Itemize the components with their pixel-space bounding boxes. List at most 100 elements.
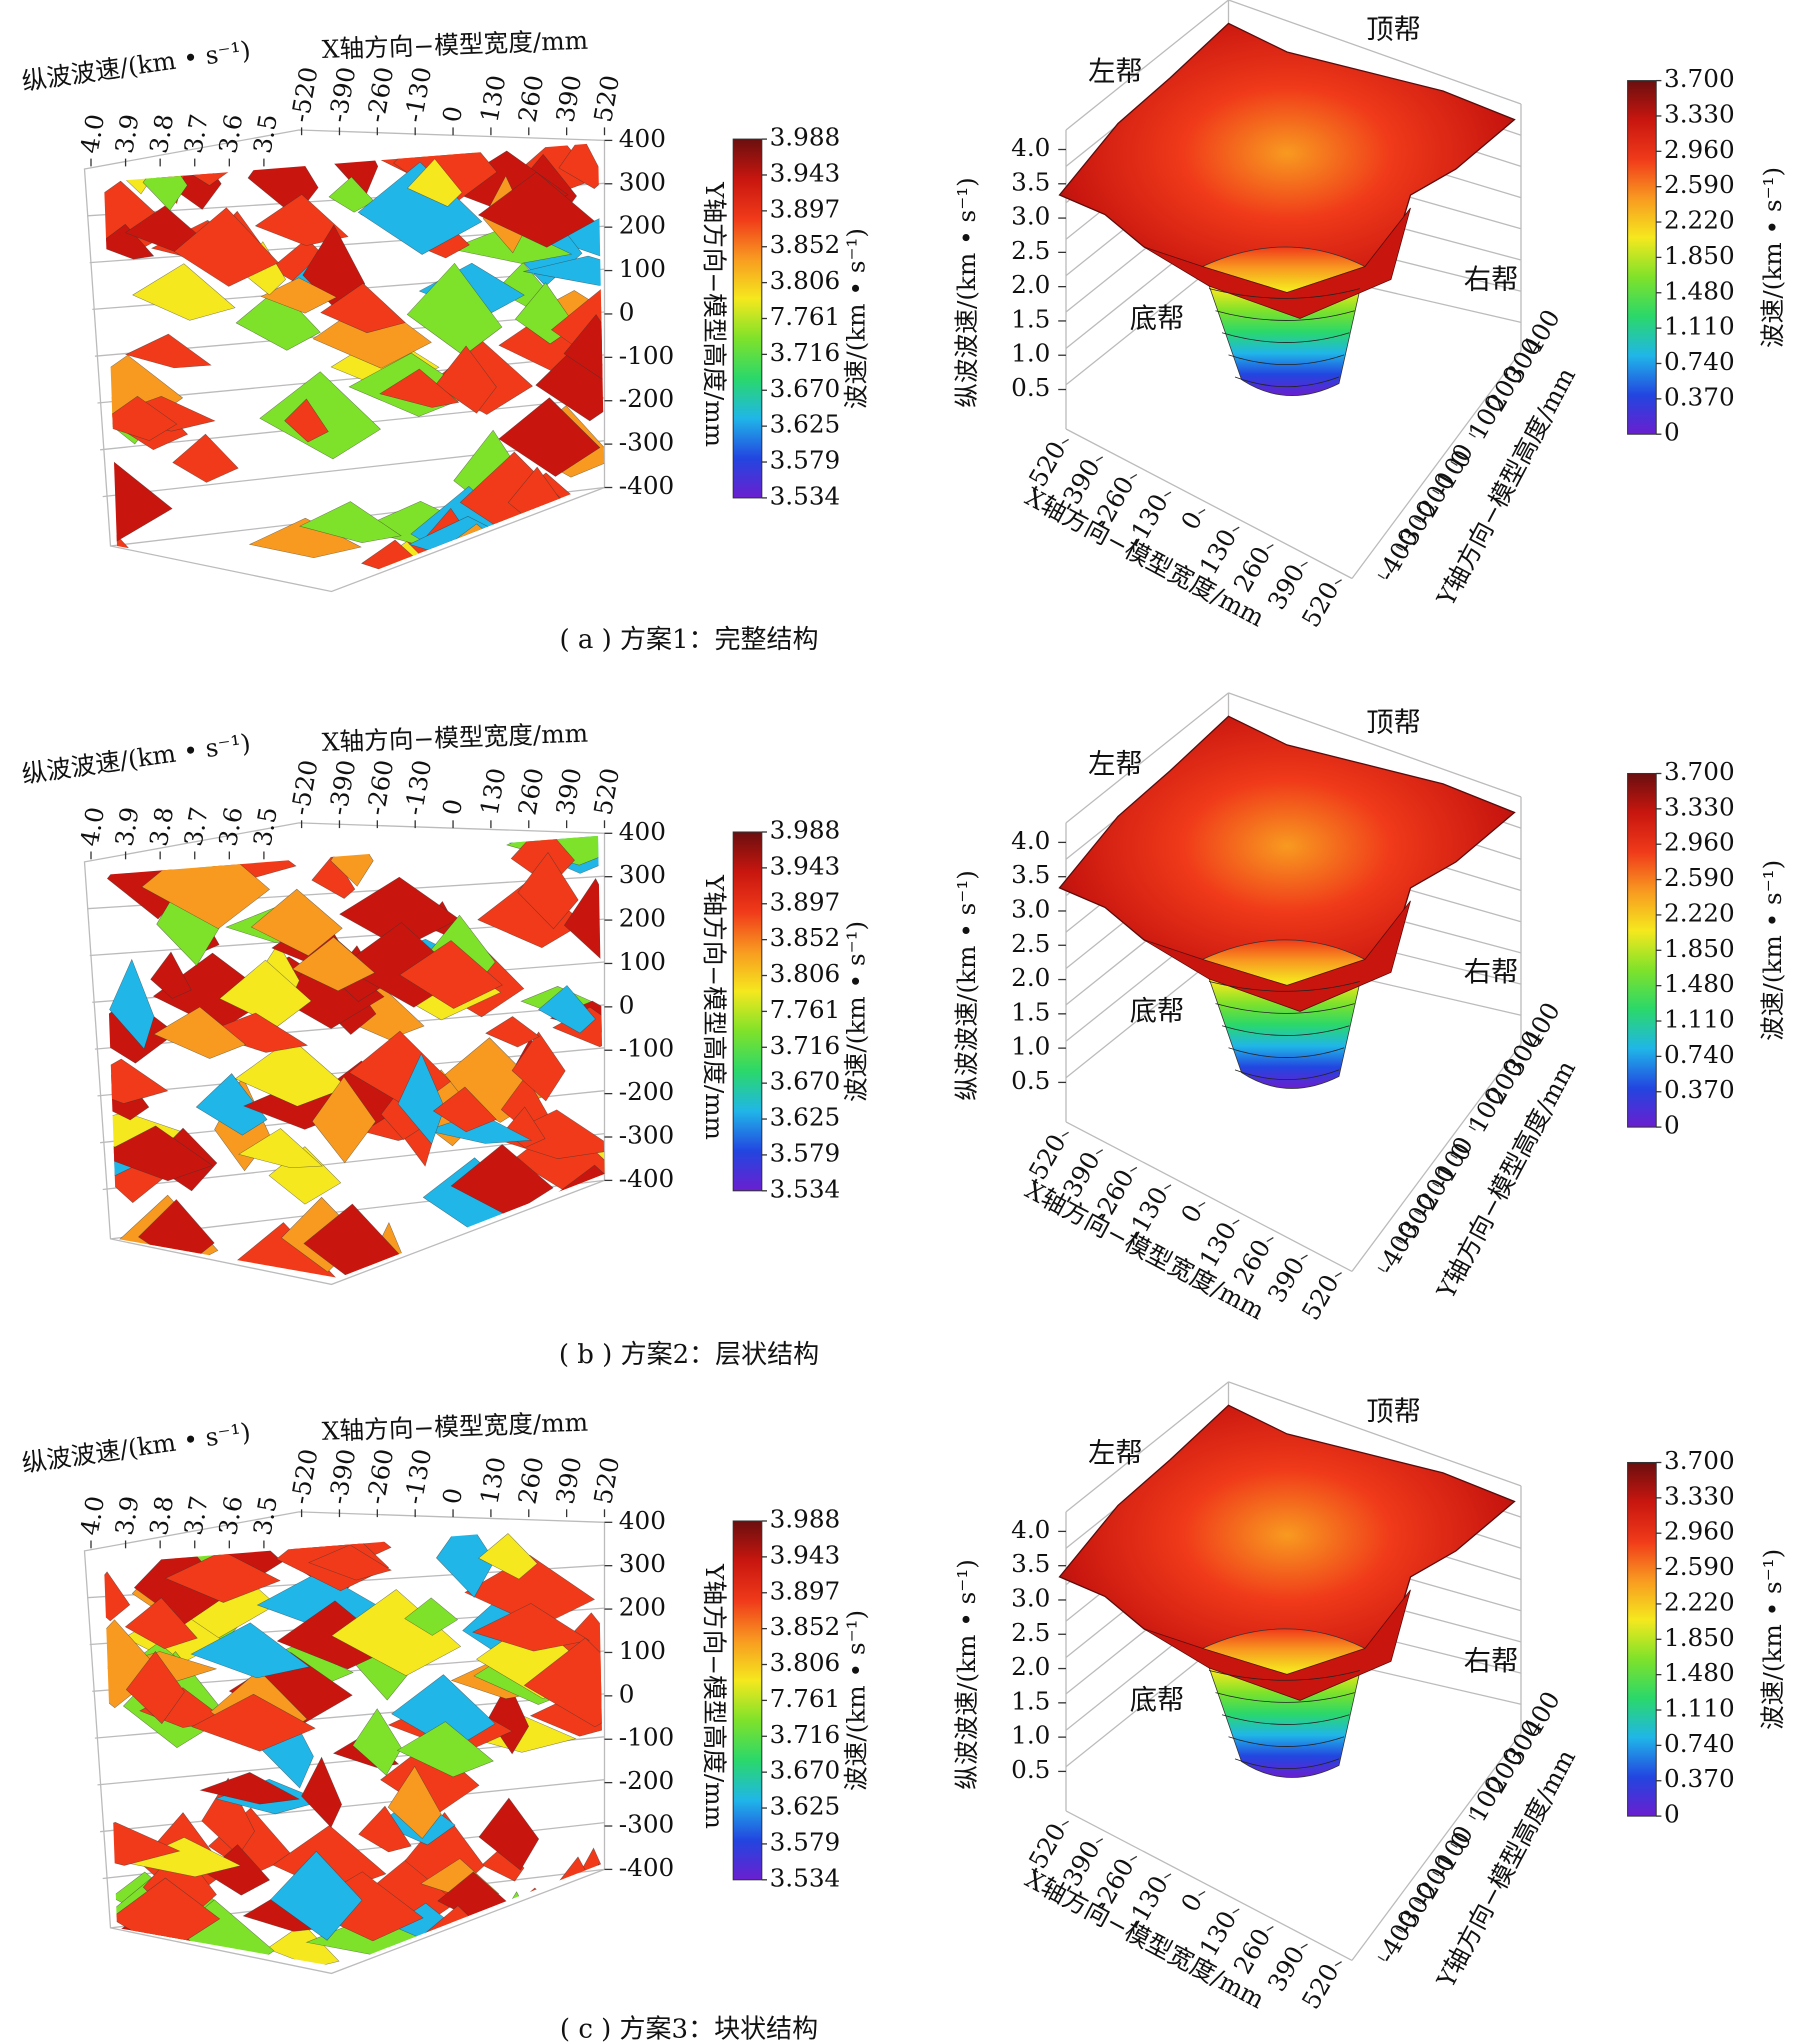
y-tick-label: -100 <box>619 1034 674 1063</box>
colorbar-title: 波速/(km • s⁻¹) <box>1758 167 1787 348</box>
z-tick-label: 3.5 <box>1011 167 1050 196</box>
surface-patch <box>538 985 596 1034</box>
z-tick-label: 0.5 <box>1011 1066 1050 1095</box>
surface-patch <box>308 1544 392 1581</box>
box-edge <box>1065 1810 1353 1961</box>
x-tick <box>1198 509 1206 515</box>
surface-patch <box>299 501 402 543</box>
annotation: 顶帮 <box>1366 708 1421 739</box>
colorbar-tick-label: 1.110 <box>1664 1005 1735 1034</box>
box-edge <box>1065 692 1229 824</box>
colorbar-tick-label: 3.806 <box>770 959 841 988</box>
colorbar-tick-label: 2.220 <box>1664 1587 1735 1616</box>
y-tick <box>1432 1182 1440 1188</box>
y-tick <box>1450 1842 1458 1848</box>
z-tick-label: 3.6 <box>213 805 248 849</box>
colorbar <box>732 831 763 1192</box>
colorbar-tick-label: 3.988 <box>770 815 841 844</box>
colorbar-tick-label: 3.806 <box>770 266 841 295</box>
surface-patch <box>357 161 483 255</box>
y-axis-title: Y轴方向−模型高度/mm <box>700 874 729 1140</box>
z-tick-label: 2.5 <box>1011 929 1050 958</box>
colorbar-tick-label: 0 <box>1664 1800 1680 1829</box>
y-tick <box>1377 1266 1385 1272</box>
x-tick <box>1334 1272 1342 1278</box>
surface-patch <box>254 194 349 246</box>
surface-patch <box>284 398 329 443</box>
colorbar-tick-label: 3.897 <box>770 194 841 223</box>
colorbar <box>1627 80 1657 435</box>
x-tick <box>1061 1131 1069 1137</box>
z-tick-label: 1.5 <box>1011 304 1050 333</box>
z-tick-label: 1.0 <box>1011 339 1050 368</box>
colorbar-tick-label: 2.960 <box>1664 1517 1735 1546</box>
y-tick-label: -300 <box>619 428 674 457</box>
surface-patch <box>195 1073 268 1136</box>
surface-contour <box>1215 1692 1355 1703</box>
surface-patch <box>481 1845 525 1882</box>
z-tick-label: 3.5 <box>1011 860 1050 889</box>
y-tick-label: 100 <box>619 1636 666 1665</box>
x-tick <box>1232 1908 1240 1914</box>
colorbar-tick-label: 0 <box>1664 418 1680 447</box>
surface-patch <box>477 171 595 248</box>
colorbar-tick-label: 3.806 <box>770 1648 841 1677</box>
surface-patch <box>103 1125 214 1182</box>
colorbar-tick-label: 3.625 <box>770 410 841 439</box>
y-tick <box>1414 1899 1422 1905</box>
surface-patch <box>311 853 356 899</box>
z-tick-label: 3.0 <box>1011 894 1050 923</box>
colorbar-tick-label: 3.700 <box>1664 64 1735 93</box>
surface-contour <box>1221 332 1350 343</box>
box-edge <box>1351 1732 1522 1961</box>
colorbar-tick-label: 0.740 <box>1664 1040 1735 1069</box>
x-tick <box>1130 1166 1138 1172</box>
y-tick <box>1395 1927 1404 1933</box>
surface-patch <box>125 1650 185 1725</box>
surface-patch <box>103 395 178 441</box>
surface-patch <box>435 345 497 414</box>
colorbar-tick-label: 3.988 <box>770 1505 841 1534</box>
colorbar-tick-label: 0.370 <box>1664 382 1735 411</box>
y-tick <box>1523 1040 1531 1046</box>
y-tick-label: 100 <box>619 947 666 976</box>
z-tick-label: 4.0 <box>1011 826 1050 855</box>
box-edge <box>1228 0 1522 105</box>
surface-patch <box>132 263 236 321</box>
surface-patch <box>229 1222 337 1278</box>
surface-patch <box>320 283 406 334</box>
surface-patch <box>250 888 343 957</box>
surface-patch <box>150 951 192 999</box>
surface-patch <box>173 207 279 287</box>
z-tick-label: 3.0 <box>1011 202 1050 231</box>
z-tick-label: 4.0 <box>75 805 110 849</box>
z-tick-label: 3.7 <box>178 112 213 156</box>
colorbar-tick-label: 3.330 <box>1664 792 1735 821</box>
y-tick-label: 200 <box>619 211 666 240</box>
y-tick <box>1486 1786 1495 1792</box>
surface-patch <box>450 1144 554 1217</box>
surface-patch <box>203 1012 309 1053</box>
x-tick <box>1232 526 1240 532</box>
colorbar-tick-label: 1.850 <box>1664 934 1735 963</box>
colorbar-tick-label: 0.740 <box>1664 1729 1735 1758</box>
box-edge <box>1351 1043 1522 1272</box>
colorbar-title: 波速/(km • s⁻¹) <box>841 228 870 409</box>
y-tick-label: -400 <box>619 1164 674 1193</box>
y-tick <box>1432 1871 1440 1877</box>
annotation: 左帮 <box>1088 56 1143 87</box>
surface-patch <box>358 1805 412 1853</box>
y-tick-label: 0 <box>619 297 635 326</box>
z-tick-label: 4.0 <box>1011 1515 1050 1544</box>
z-tick-label: 0.5 <box>1011 373 1050 402</box>
surface-patch <box>517 852 579 930</box>
y-tick <box>1468 1125 1476 1131</box>
y-tick <box>1523 1729 1531 1735</box>
surface-patch <box>432 1086 497 1133</box>
y-tick <box>1505 1069 1513 1075</box>
annotation: 顶帮 <box>1366 15 1421 46</box>
colorbar-tick-label: 1.480 <box>1664 1658 1735 1687</box>
y-tick-label: -300 <box>619 1810 674 1839</box>
colorbar <box>1627 772 1657 1128</box>
y-tick <box>1468 432 1476 438</box>
